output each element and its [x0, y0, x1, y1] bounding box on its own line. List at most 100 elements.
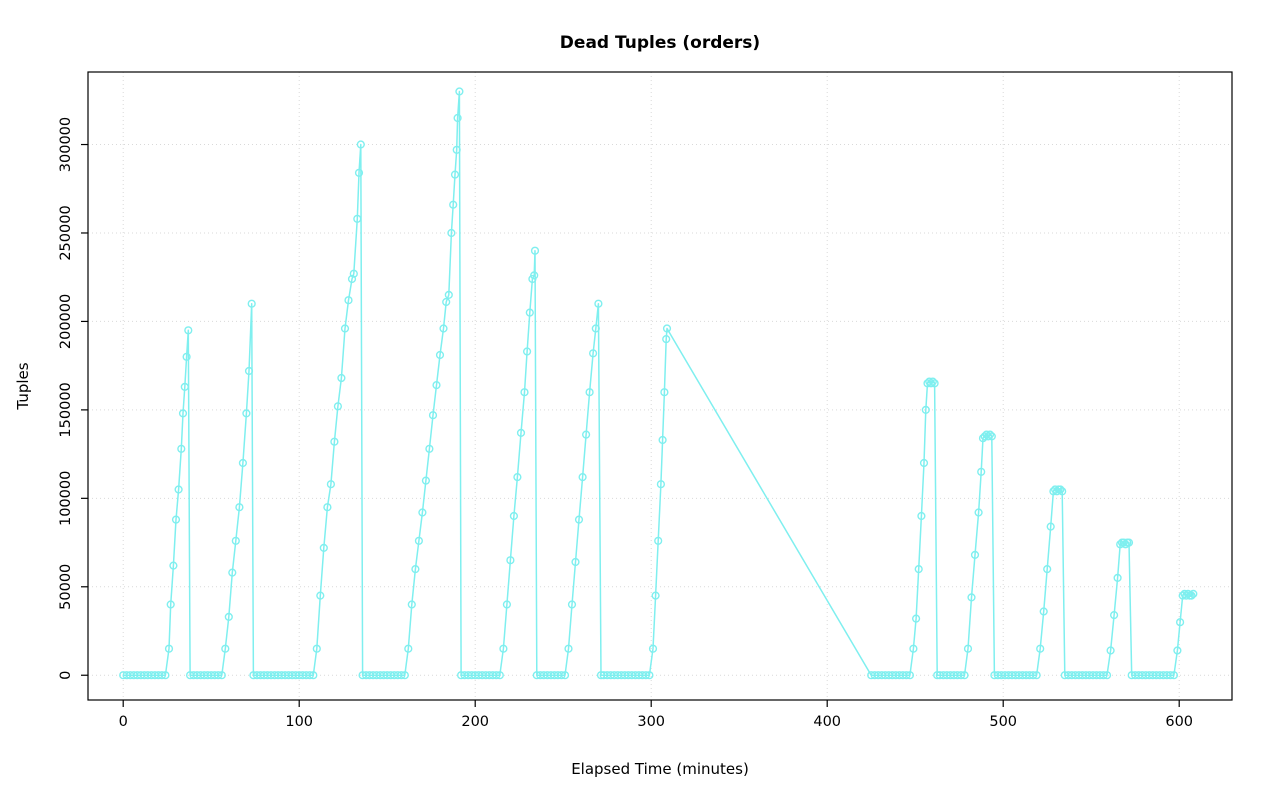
data-point	[450, 170, 460, 179]
data-point	[970, 550, 980, 560]
data-point	[925, 377, 934, 386]
x-axis: 0 100 200 300 400 500 600	[119, 700, 1193, 730]
data-point	[902, 671, 911, 680]
data-point	[407, 600, 416, 609]
x-tick-label: 100	[285, 714, 313, 730]
data-point	[238, 458, 248, 468]
data-point	[928, 377, 937, 386]
data-point	[349, 269, 358, 278]
data-point	[1046, 522, 1055, 531]
data-point	[658, 435, 667, 445]
data-point	[1039, 607, 1048, 616]
data-point	[435, 350, 445, 360]
y-tick-label: 0	[58, 671, 74, 680]
data-point	[323, 503, 332, 512]
data-point	[977, 467, 986, 476]
data-point	[909, 644, 918, 653]
data-point	[1106, 646, 1115, 655]
data-point	[432, 381, 441, 390]
data-point	[224, 612, 233, 622]
data-point	[453, 113, 462, 123]
data-point	[312, 644, 321, 653]
data-point	[411, 564, 420, 574]
data-point	[177, 444, 186, 453]
data-point	[221, 644, 230, 653]
x-tick-label: 0	[119, 714, 128, 730]
data-point	[591, 324, 600, 333]
data-point	[530, 246, 540, 255]
data-point	[174, 485, 183, 494]
data-point	[641, 671, 651, 680]
data-point	[1028, 671, 1038, 680]
data-point	[1043, 564, 1052, 574]
data-point	[660, 388, 669, 397]
data-point	[564, 644, 573, 653]
data-point	[333, 402, 343, 411]
data-series	[119, 87, 1198, 680]
data-point	[982, 430, 991, 439]
data-point	[356, 140, 365, 149]
data-point	[449, 200, 458, 209]
data-point	[1056, 485, 1065, 494]
data-point	[1058, 487, 1067, 496]
data-point	[1036, 644, 1045, 653]
data-point	[309, 671, 318, 680]
data-point	[247, 299, 256, 308]
data-point	[439, 324, 448, 333]
plot-border	[87, 71, 1233, 701]
data-point	[1189, 589, 1198, 599]
data-point	[397, 671, 406, 680]
data-point	[525, 308, 534, 317]
data-point	[911, 614, 921, 623]
data-point	[1166, 671, 1175, 680]
x-tick-label: 200	[461, 714, 489, 730]
data-point	[428, 411, 438, 420]
data-point	[1050, 485, 1060, 494]
data-point	[404, 644, 413, 653]
data-point	[326, 480, 336, 489]
x-tick-label: 400	[813, 714, 841, 730]
data-point	[594, 299, 603, 308]
data-point	[442, 297, 451, 307]
data-point	[164, 644, 174, 653]
x-axis-label: Elapsed Time (minutes)	[571, 760, 749, 778]
data-point	[1187, 591, 1196, 600]
data-point	[1175, 618, 1185, 627]
data-point	[1109, 610, 1119, 620]
data-point	[1032, 671, 1041, 680]
data-point	[418, 508, 427, 517]
y-axis-label: Tuples	[14, 362, 32, 410]
data-point	[1113, 573, 1122, 583]
data-point	[344, 296, 353, 305]
y-axis: 0 50000 100000 150000 200000 250000 300000	[58, 117, 88, 680]
data-point	[452, 145, 461, 154]
y-tick-label: 100000	[58, 471, 74, 526]
y-tick-label: 50000	[58, 564, 74, 610]
data-point	[1169, 671, 1179, 680]
data-point	[184, 326, 193, 335]
data-point	[520, 388, 529, 397]
data-point	[305, 671, 314, 680]
data-point	[930, 379, 939, 388]
data-point	[499, 644, 508, 653]
data-point	[244, 366, 254, 376]
data-point	[984, 432, 993, 441]
x-tick-label: 600	[1165, 714, 1193, 730]
data-point	[235, 503, 244, 512]
data-point	[662, 335, 671, 344]
data-point	[166, 600, 175, 609]
data-point	[444, 290, 453, 300]
data-point	[1099, 671, 1108, 680]
data-point	[662, 324, 672, 333]
data-point	[960, 671, 969, 680]
data-point	[330, 437, 339, 446]
data-point	[578, 473, 587, 482]
data-point	[985, 430, 995, 439]
data-point	[516, 428, 526, 438]
data-point	[354, 168, 364, 177]
data-point	[581, 430, 591, 439]
data-point	[651, 591, 660, 600]
data-point	[588, 349, 598, 358]
data-point	[217, 671, 226, 680]
